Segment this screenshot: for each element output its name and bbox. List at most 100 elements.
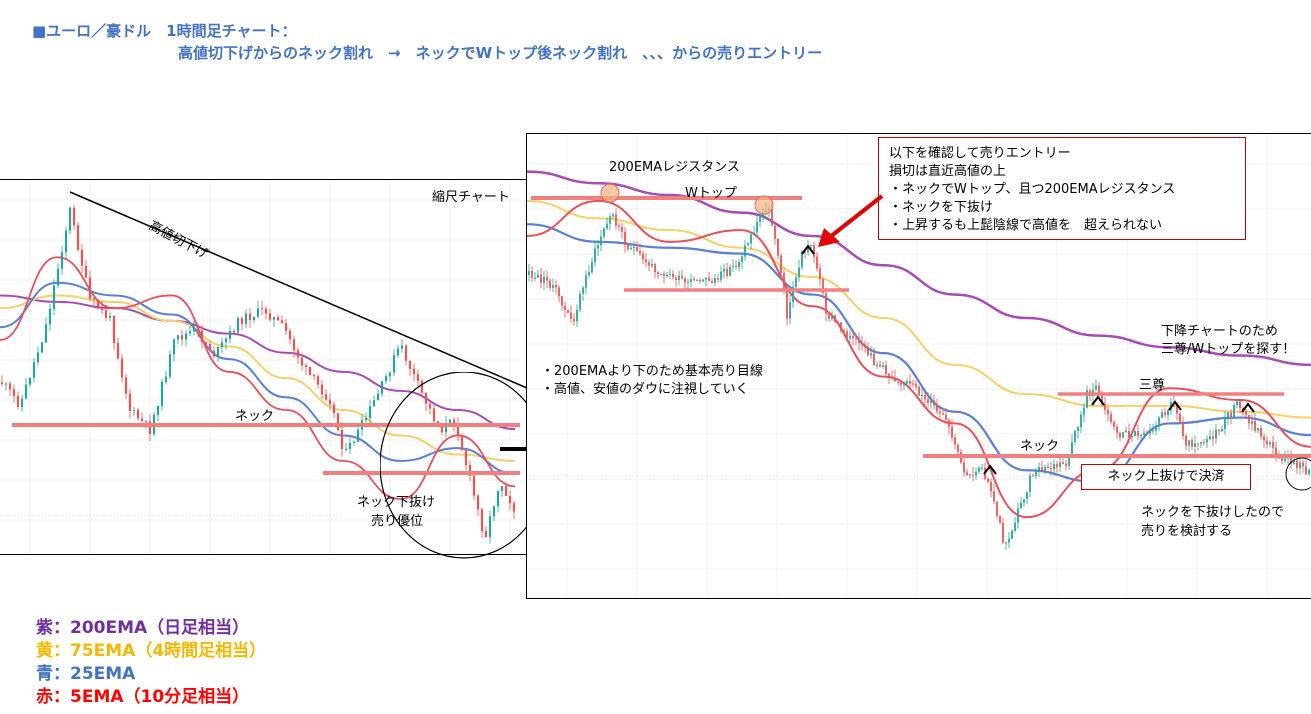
- candle-body: [870, 353, 872, 356]
- candle-body: [783, 272, 785, 290]
- candle-body: [543, 276, 545, 283]
- candle-body: [864, 344, 866, 348]
- candle-body: [52, 285, 56, 309]
- candle-body: [24, 384, 28, 399]
- candle-body: [1218, 429, 1220, 432]
- candle-body: [711, 280, 713, 283]
- left-chart: [0, 180, 527, 554]
- candle-body: [591, 262, 593, 273]
- candle-body: [975, 471, 977, 476]
- candle-body: [40, 342, 44, 353]
- candle-body: [60, 252, 64, 269]
- candle-body: [228, 330, 232, 339]
- candle-body: [1203, 441, 1205, 443]
- candle-body: [384, 376, 388, 382]
- candle-body: [1302, 462, 1304, 467]
- candle-body: [4, 383, 8, 385]
- candle-body: [924, 395, 926, 400]
- candle-body: [642, 253, 644, 260]
- entry-line-5: ・上昇するも上髭陰線で高値を 超えられない: [889, 218, 1163, 233]
- triple-top-label: 三尊: [1139, 378, 1166, 393]
- candle-body: [504, 486, 508, 496]
- candle-body: [32, 362, 36, 378]
- candle-body: [714, 277, 716, 283]
- candle-body: [236, 318, 240, 333]
- candle-body: [771, 208, 773, 226]
- candle-body: [464, 450, 468, 466]
- candle-body: [336, 413, 340, 430]
- candle-body: [1137, 431, 1139, 437]
- candle-body: [200, 330, 204, 343]
- candle-body: [636, 247, 638, 251]
- candle-body: [846, 331, 848, 339]
- candle-body: [930, 400, 932, 403]
- candle-body: [308, 366, 312, 376]
- candle-body: [20, 398, 24, 408]
- candle-body: [1158, 417, 1160, 426]
- candle-body: [717, 277, 719, 280]
- consider-line-1: ネックを下抜けしたので: [1141, 505, 1285, 520]
- candle-body: [0, 382, 4, 384]
- ema200-line: [0, 294, 516, 431]
- candle-body: [1077, 427, 1079, 432]
- candle-body: [957, 444, 959, 452]
- exit-point-circle: [1285, 457, 1311, 491]
- candle-body: [1200, 441, 1202, 444]
- candle-body: [1290, 454, 1292, 464]
- candle-body: [918, 386, 920, 396]
- candle-body: [795, 277, 797, 287]
- candle-body: [1056, 464, 1058, 468]
- candle-body: [675, 277, 677, 281]
- candle-body: [1296, 460, 1298, 469]
- candle-body: [729, 266, 731, 276]
- candle-body: [1101, 393, 1103, 405]
- candle-body: [657, 272, 659, 274]
- candle-body: [220, 342, 224, 347]
- candle-body: [1254, 420, 1256, 431]
- candle-body: [555, 285, 557, 288]
- candle-body: [828, 313, 830, 319]
- candle-body: [534, 277, 536, 279]
- candle-body: [804, 251, 806, 253]
- candle-body: [1032, 475, 1034, 477]
- candle-body: [28, 377, 32, 385]
- candle-body: [693, 279, 695, 281]
- candle-body: [512, 503, 516, 512]
- candle-body: [1281, 458, 1283, 462]
- candle-body: [496, 490, 500, 507]
- candle-body: [951, 426, 953, 438]
- candle-body: [876, 364, 878, 366]
- candle-body: [144, 420, 148, 422]
- candle-body: [408, 360, 412, 369]
- candle-body: [1308, 470, 1310, 475]
- candle-body: [537, 274, 539, 278]
- entry-line-3: ・ネックでWトップ、且つ200EMAレジスタンス: [889, 182, 1176, 197]
- candle-body: [280, 320, 284, 324]
- candle-body: [1005, 542, 1007, 544]
- peak-caret-icon: [1241, 402, 1255, 413]
- candle-body: [1065, 463, 1067, 466]
- candle-body: [272, 317, 276, 320]
- candle-body: [723, 268, 725, 272]
- candle-body: [546, 276, 548, 281]
- candle-body: [224, 338, 228, 343]
- candle-body: [364, 418, 368, 421]
- candle-body: [936, 405, 938, 412]
- candle-body: [1062, 462, 1064, 464]
- settle-box: ネック上抜けで決済: [1081, 464, 1251, 490]
- candle-body: [1293, 460, 1295, 464]
- candle-body: [702, 279, 704, 282]
- candle-body: [699, 279, 701, 282]
- candle-body: [822, 279, 824, 293]
- candle-body: [678, 275, 680, 281]
- candle-body: [96, 299, 100, 309]
- candle-body: [528, 271, 530, 275]
- candle-body: [990, 481, 992, 492]
- candle-body: [72, 207, 76, 226]
- candle-body: [444, 423, 448, 433]
- candle-body: [120, 358, 124, 378]
- candle-body: [816, 256, 818, 269]
- candle-body: [68, 207, 72, 231]
- candle-body: [759, 216, 761, 222]
- candle-body: [672, 273, 674, 278]
